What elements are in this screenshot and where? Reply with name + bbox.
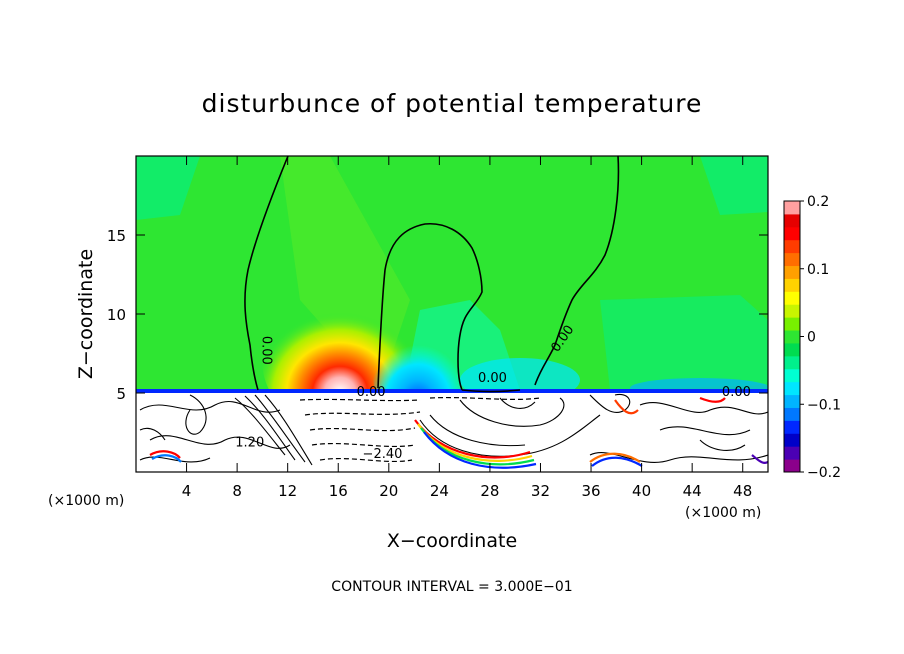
contour-label: 0.00 <box>258 336 273 365</box>
chart-title: disturbunce of potential temperature <box>202 89 703 118</box>
x-tick-label: 32 <box>531 482 550 500</box>
x-axis-label: X−coordinate <box>387 530 517 552</box>
contour-interval-note: CONTOUR INTERVAL = 3.000E−01 <box>331 579 572 595</box>
colorbar-swatch <box>784 226 800 241</box>
y-tick-label: 10 <box>107 306 126 324</box>
colorbar-swatch <box>784 201 800 215</box>
contour-label: 1.20 <box>235 436 264 451</box>
colorbar-tick-label: 0.1 <box>807 262 829 278</box>
colorbar-tick-label: 0.2 <box>807 194 829 210</box>
surface-line <box>136 389 768 393</box>
colorbar-tick-label: −0.2 <box>807 465 841 481</box>
contour-label: 0.00 <box>722 385 751 400</box>
colorbar-swatch <box>784 342 800 357</box>
x-tick-label: 4 <box>182 482 192 500</box>
colorbar-swatch <box>784 394 800 408</box>
x-tick-label: 36 <box>581 482 600 500</box>
x-tick-label: 20 <box>379 482 398 500</box>
x-axis-unit-left: (×1000 m) <box>48 493 124 509</box>
x-tick-label: 48 <box>733 482 752 500</box>
colorbar-swatch <box>784 407 800 421</box>
y-tick-label: 5 <box>116 385 126 403</box>
zero-contours <box>244 156 620 393</box>
right-upper-patch <box>700 156 768 215</box>
x-tick-label: 8 <box>232 482 242 500</box>
contour-label: 0.00 <box>357 385 386 400</box>
contour-label: −2.40 <box>363 447 403 462</box>
colorbar <box>783 200 801 473</box>
colorbar-swatch <box>784 433 800 447</box>
y-axis-label: Z−coordinate <box>75 249 97 379</box>
colorbar-swatch <box>784 304 800 318</box>
plot-area <box>136 156 768 472</box>
x-tick-label: 40 <box>632 482 651 500</box>
right-green-patch <box>600 295 768 390</box>
x-axis-unit-right: (×1000 m) <box>685 505 761 521</box>
colorbar-swatch <box>784 265 800 279</box>
colorbar-swatch <box>784 291 800 305</box>
colorbar-tick-label: 0 <box>807 330 816 346</box>
lower-color-streaks <box>149 396 768 469</box>
x-tick-label: 44 <box>683 482 702 500</box>
colorbar-swatch <box>784 446 800 460</box>
colorbar-swatch <box>784 213 800 228</box>
x-tick-label: 24 <box>430 482 449 500</box>
colorbar-swatch <box>784 368 800 383</box>
contour-label: 0.00 <box>478 371 507 386</box>
x-tick-label: 28 <box>480 482 499 500</box>
x-axis-ticks: 4 8 12 16 20 24 28 32 36 40 44 48 <box>182 156 752 500</box>
colorbar-swatch <box>784 317 800 331</box>
colorbar-swatch <box>784 330 800 344</box>
colorbar-swatch <box>784 278 800 292</box>
colorbar-swatch <box>784 252 800 267</box>
x-tick-label: 16 <box>329 482 348 500</box>
colorbar-swatch <box>784 355 800 370</box>
colorbar-ticks: 0.2 0.1 0 −0.1 −0.2 <box>800 194 841 481</box>
colorbar-tick-label: −0.1 <box>807 397 841 413</box>
left-upper-patch <box>136 156 200 220</box>
x-tick-label: 12 <box>278 482 297 500</box>
colorbar-swatch <box>784 420 800 434</box>
colorbar-swatch <box>784 459 800 473</box>
colorbar-swatch <box>784 381 800 396</box>
lower-dashed-contours <box>299 396 541 463</box>
y-axis-ticks: 5 10 15 <box>107 227 768 403</box>
colorbar-swatch <box>784 239 800 254</box>
y-tick-label: 15 <box>107 227 126 245</box>
